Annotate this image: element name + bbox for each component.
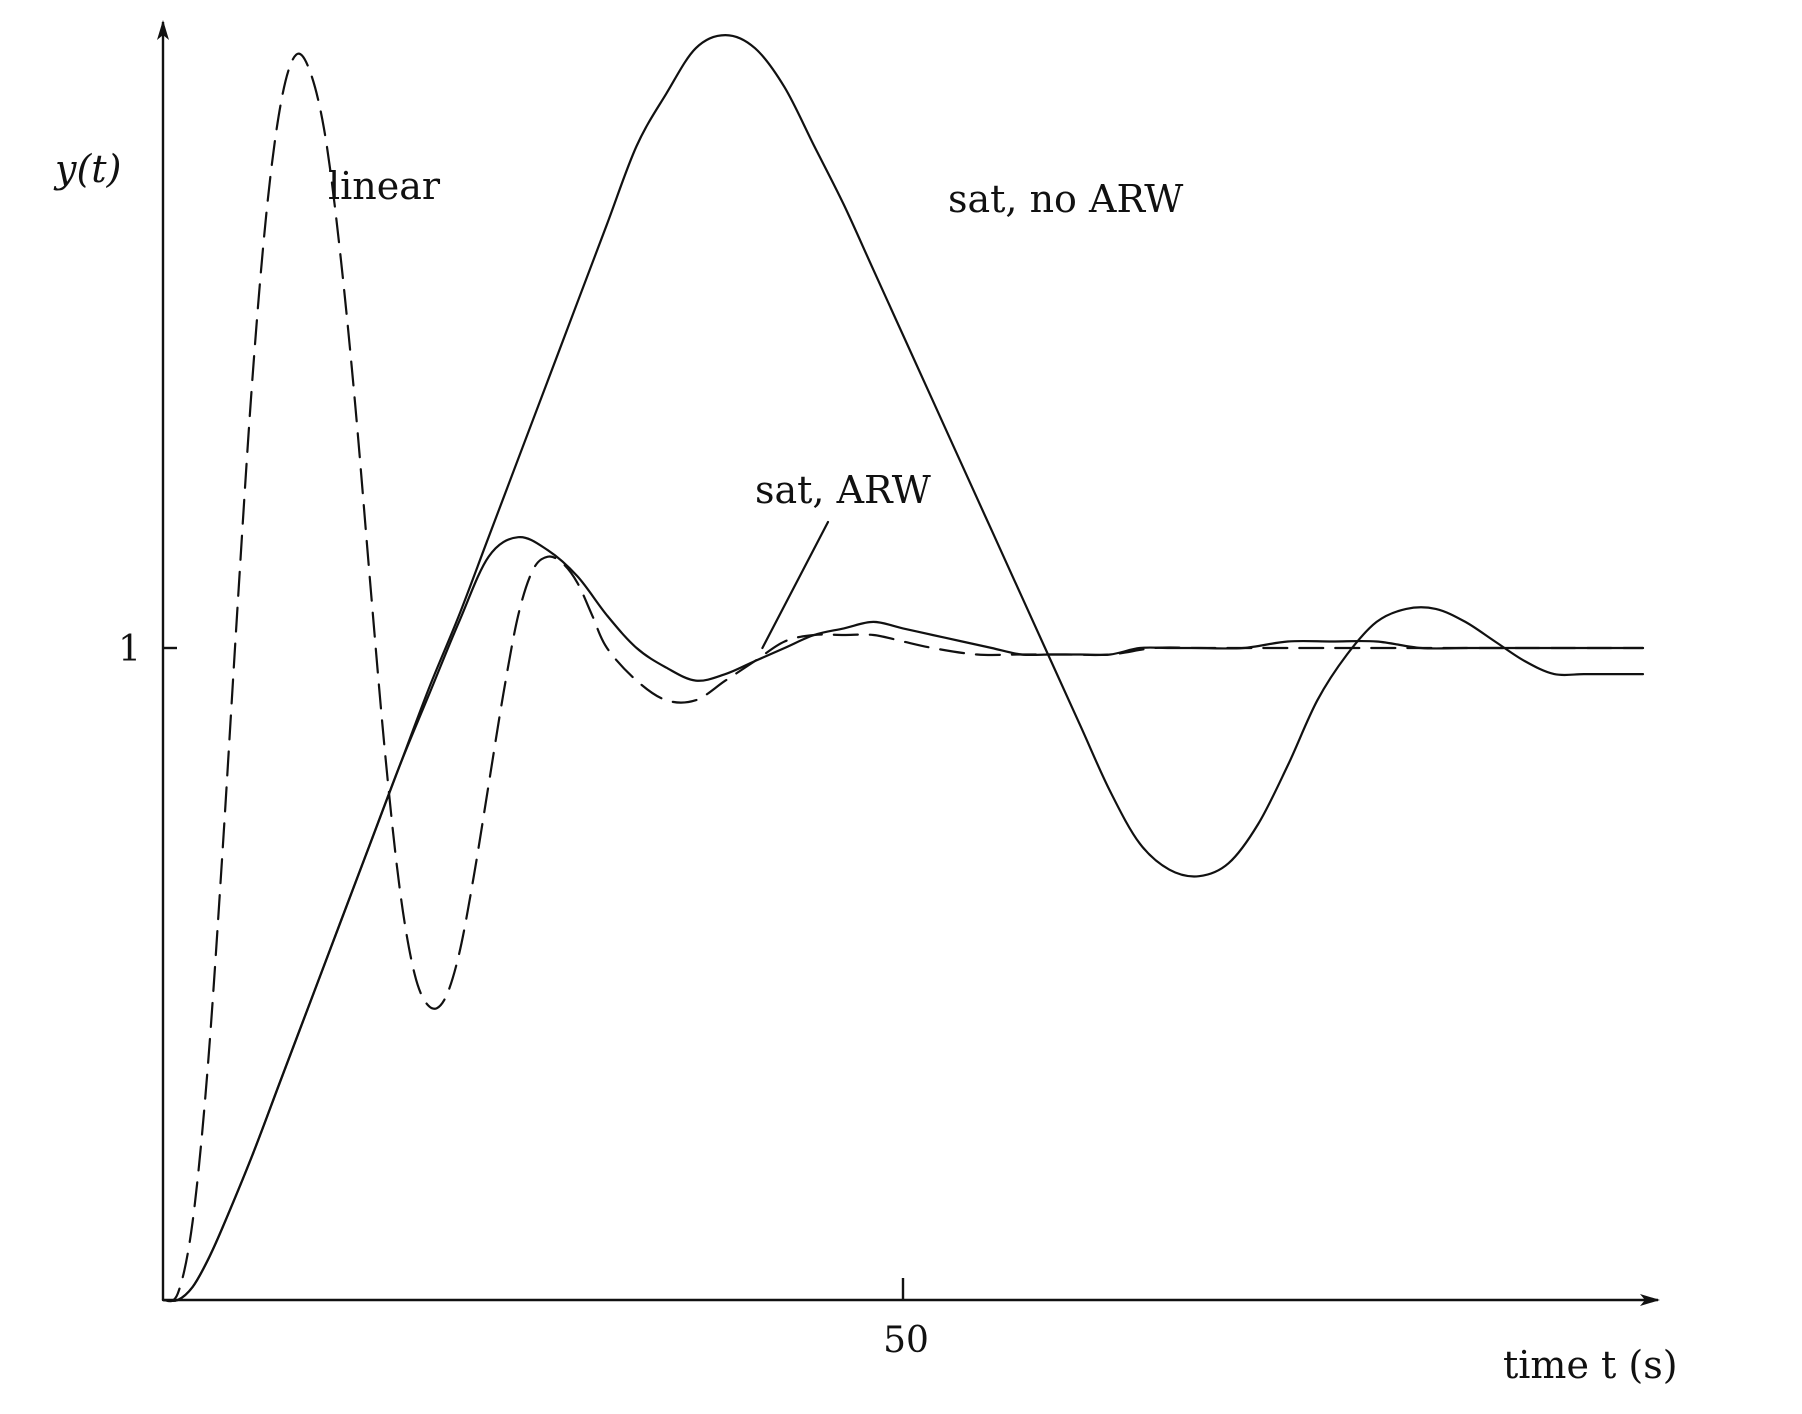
series-layer (161, 34, 1645, 1303)
series-line-linear (161, 52, 1645, 1303)
series-line-sat-arw (161, 536, 1645, 1303)
annotation-sat-arw: sat, ARW (755, 468, 931, 512)
series-line-sat-no-arw (161, 34, 1645, 1303)
x-axis-label: time t (s) (1503, 1343, 1678, 1387)
y-tick-label-1: 1 (118, 629, 141, 670)
annotation-linear: linear (328, 164, 441, 208)
x-tick-label-50: 50 (883, 1320, 929, 1361)
annotation-sat-no-arw: sat, no ARW (948, 177, 1183, 221)
y-axis-label: y(t) (53, 147, 121, 191)
annotation-sat-arw-pointer (761, 520, 830, 650)
